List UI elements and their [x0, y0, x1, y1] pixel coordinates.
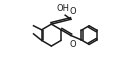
Text: O: O [70, 40, 77, 49]
Text: O: O [70, 7, 77, 16]
Text: OH: OH [56, 4, 69, 13]
